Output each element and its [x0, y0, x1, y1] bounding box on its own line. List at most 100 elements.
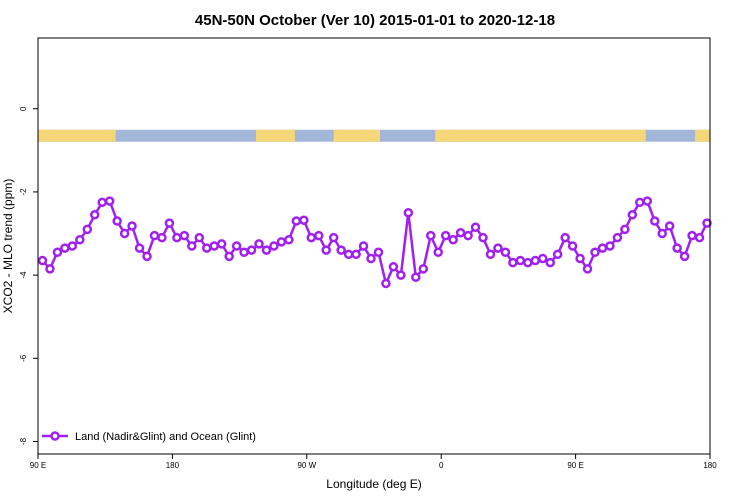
data-point — [246, 245, 257, 255]
data-point — [209, 241, 219, 251]
data-point — [694, 232, 705, 243]
plot-frame — [37, 37, 711, 455]
data-point — [45, 264, 55, 274]
data-point — [89, 210, 100, 220]
x-tick-label: 90 E — [567, 461, 583, 470]
data-point — [478, 232, 488, 243]
data-point — [149, 230, 160, 241]
land-segment — [38, 129, 116, 142]
data-point — [172, 232, 182, 243]
data-point — [590, 247, 600, 257]
data-point — [523, 257, 533, 268]
data-point — [597, 243, 608, 253]
data-point — [485, 249, 496, 260]
land-segment — [695, 129, 710, 142]
data-point — [702, 218, 712, 228]
data-point — [567, 241, 578, 251]
data-point — [493, 243, 503, 253]
data-point — [396, 270, 406, 280]
data-point — [515, 255, 526, 266]
data-point — [313, 230, 324, 241]
legend: Land (Nadir&Glint) and Ocean (Glint) — [42, 431, 256, 443]
y-tick-label: -8 — [19, 437, 28, 445]
x-tick-label: 180 — [166, 461, 180, 470]
data-point — [291, 216, 302, 226]
data-point — [224, 251, 234, 262]
data-point — [508, 257, 518, 268]
legend-marker-swatch — [50, 431, 60, 441]
data-point — [664, 221, 675, 231]
data-point — [104, 196, 115, 206]
data-point — [612, 232, 623, 243]
legend-label: Land (Nadir&Glint) and Ocean (Glint) — [75, 431, 256, 443]
data-point — [366, 253, 376, 264]
data-point — [187, 241, 197, 251]
data-point — [560, 232, 570, 243]
land-segment — [256, 129, 295, 142]
data-point — [440, 230, 451, 241]
data-point — [321, 245, 331, 255]
y-tick-label: 0 — [19, 106, 28, 111]
data-point — [142, 251, 152, 262]
x-tick-label: 90 W — [297, 461, 316, 470]
data-point — [67, 241, 78, 251]
data-point — [679, 251, 690, 262]
data-point — [157, 232, 167, 243]
data-point — [448, 235, 458, 245]
data-point — [545, 257, 555, 268]
data-point — [433, 247, 443, 257]
data-point — [254, 239, 264, 249]
x-axis-ticks: 90 E 180 90 W 0 90 E 180 — [30, 454, 717, 470]
data-point — [201, 243, 212, 253]
data-point — [627, 210, 638, 220]
data-point — [60, 243, 70, 253]
y-axis-label: XCO2 - MLO trend (ppm) — [1, 179, 15, 314]
data-point — [82, 224, 93, 235]
data-point — [642, 196, 653, 206]
land-segment — [333, 129, 380, 142]
data-point — [552, 249, 563, 260]
data-point — [463, 230, 473, 241]
data-point — [582, 264, 593, 274]
land-ocean-strip — [38, 129, 710, 142]
data-point — [179, 230, 190, 241]
data-point — [194, 232, 205, 243]
y-tick-label: -4 — [19, 271, 28, 279]
data-point — [231, 241, 242, 251]
data-point — [216, 239, 227, 249]
data-point — [358, 241, 369, 251]
data-point — [425, 230, 436, 241]
data-point — [657, 228, 667, 239]
data-point — [261, 245, 272, 255]
data-point — [37, 255, 48, 266]
data-point — [127, 221, 137, 231]
data-point — [381, 278, 391, 289]
data-point — [119, 228, 130, 239]
data-point — [351, 249, 361, 260]
data-point — [239, 247, 249, 257]
data-point — [605, 241, 615, 251]
data-point — [134, 243, 145, 253]
series-points — [37, 196, 712, 289]
data-point — [276, 237, 287, 247]
data-point — [537, 253, 548, 264]
data-point — [328, 232, 339, 243]
x-axis-label: Longitude (deg E) — [326, 477, 421, 491]
data-point — [52, 247, 63, 257]
data-point — [336, 245, 346, 255]
land-segment — [435, 129, 646, 142]
chart-title: 45N-50N October (Ver 10) 2015-01-01 to 2… — [195, 12, 555, 29]
data-point — [97, 197, 107, 208]
y-tick-label: -2 — [19, 188, 28, 196]
data-point — [455, 227, 466, 238]
data-point — [635, 197, 645, 208]
data-point — [112, 216, 122, 226]
data-point — [403, 207, 414, 218]
data-point — [164, 218, 175, 228]
data-point — [418, 264, 429, 274]
data-point — [284, 235, 294, 245]
x-tick-label: 0 — [439, 461, 444, 470]
data-point — [470, 222, 481, 233]
y-tick-label: -6 — [19, 354, 28, 362]
